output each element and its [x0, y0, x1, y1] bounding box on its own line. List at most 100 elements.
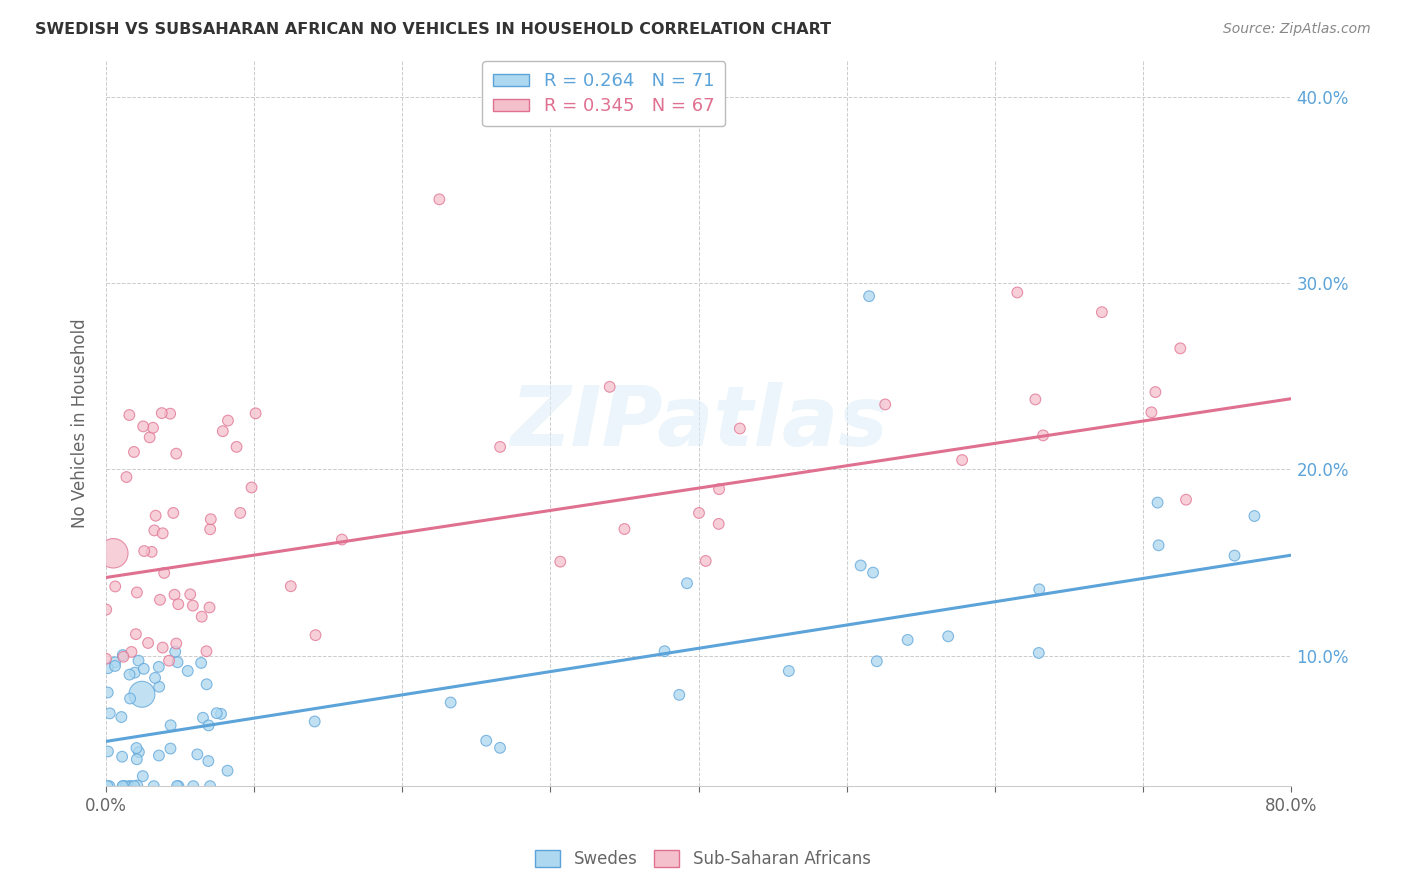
Point [197, 754, 219, 768]
Point [114, 779, 136, 793]
Point [132, 662, 155, 676]
Point [205, 706, 228, 721]
Point [186, 747, 208, 762]
Point [149, 592, 172, 607]
Point [152, 526, 174, 541]
Point [103, 546, 125, 560]
Point [198, 779, 221, 793]
Point [1144, 385, 1167, 400]
Point [1028, 646, 1050, 660]
Point [440, 696, 463, 710]
Point [148, 660, 170, 674]
Point [165, 636, 187, 650]
Point [142, 779, 165, 793]
Point [1243, 508, 1265, 523]
Point [165, 447, 187, 461]
Point [1175, 492, 1198, 507]
Point [304, 628, 326, 642]
Point [1146, 495, 1168, 509]
Point [1028, 582, 1050, 597]
Point [97, 661, 120, 675]
Point [131, 687, 153, 701]
Point [128, 654, 150, 668]
Point [190, 656, 212, 670]
Point [695, 554, 717, 568]
Point [120, 691, 142, 706]
Point [225, 440, 247, 454]
Point [728, 421, 751, 435]
Point [159, 718, 181, 732]
Point [124, 665, 146, 680]
Point [897, 632, 920, 647]
Text: ZIPatlas: ZIPatlas [510, 383, 887, 463]
Point [162, 506, 184, 520]
Point [166, 779, 188, 793]
Point [104, 659, 127, 673]
Point [1032, 428, 1054, 442]
Point [104, 579, 127, 593]
Point [1091, 305, 1114, 319]
Point [111, 779, 134, 793]
Point [862, 566, 884, 580]
Point [167, 779, 190, 793]
Point [153, 566, 176, 580]
Point [668, 688, 690, 702]
Point [111, 779, 134, 793]
Point [143, 671, 166, 685]
Point [143, 524, 166, 538]
Point [1223, 549, 1246, 563]
Point [148, 748, 170, 763]
Point [159, 741, 181, 756]
Point [209, 706, 232, 721]
Point [217, 414, 239, 428]
Point [181, 779, 204, 793]
Point [599, 380, 621, 394]
Point [217, 764, 239, 778]
Point [707, 516, 730, 531]
Point [96, 602, 118, 616]
Point [676, 576, 699, 591]
Point [936, 629, 959, 643]
Point [111, 749, 134, 764]
Point [707, 482, 730, 496]
Point [1140, 405, 1163, 419]
Point [97, 744, 120, 758]
Point [96, 779, 118, 793]
Point [875, 397, 897, 411]
Point [111, 648, 134, 662]
Point [866, 654, 889, 668]
Point [778, 664, 800, 678]
Point [98, 779, 121, 793]
Point [167, 597, 190, 611]
Point [195, 677, 218, 691]
Point [118, 408, 141, 422]
Point [849, 558, 872, 573]
Point [1147, 538, 1170, 552]
Point [125, 585, 148, 599]
Point [125, 741, 148, 756]
Point [141, 545, 163, 559]
Point [118, 667, 141, 681]
Point [427, 192, 450, 206]
Point [138, 430, 160, 444]
Point [128, 745, 150, 759]
Point [136, 636, 159, 650]
Point [179, 587, 201, 601]
Point [110, 710, 132, 724]
Point [330, 533, 353, 547]
Point [489, 440, 512, 454]
Point [118, 779, 141, 793]
Point [200, 512, 222, 526]
Point [94, 652, 117, 666]
Point [112, 649, 135, 664]
Point [548, 555, 571, 569]
Point [858, 289, 880, 303]
Point [280, 579, 302, 593]
Point [159, 407, 181, 421]
Point [197, 718, 219, 732]
Point [148, 680, 170, 694]
Point [229, 506, 252, 520]
Point [132, 419, 155, 434]
Point [166, 655, 188, 669]
Point [120, 779, 142, 793]
